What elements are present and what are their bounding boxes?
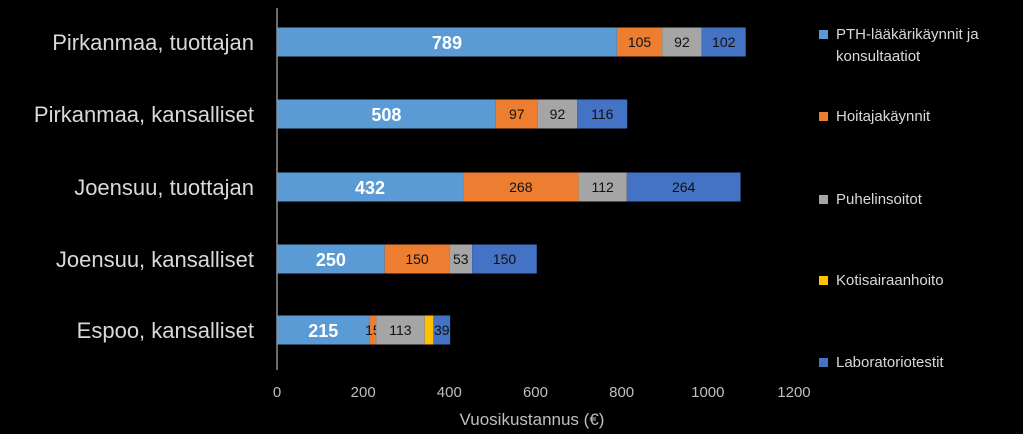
bar-segment [472, 244, 537, 274]
x-tick-label: 1200 [777, 384, 810, 401]
data-label: 92 [550, 106, 566, 122]
data-label: 97 [509, 106, 525, 122]
bar-segment [277, 27, 617, 57]
data-label: 432 [355, 178, 385, 198]
bar-segment [537, 99, 578, 129]
category-label: Espoo, kansalliset [77, 318, 254, 343]
bar-segment [626, 172, 741, 202]
legend-swatch [819, 195, 828, 204]
data-label: 215 [308, 321, 338, 341]
data-label: 105 [628, 34, 652, 50]
data-label: 508 [371, 105, 401, 125]
x-tick-label: 400 [437, 384, 462, 401]
category-label: Joensuu, tuottajan [74, 175, 254, 200]
bar-segment [369, 315, 377, 345]
legend-swatch [819, 30, 828, 39]
data-label: 53 [453, 251, 469, 267]
bar-segment [495, 99, 538, 129]
bar-segment [277, 99, 496, 129]
x-tick-label: 200 [351, 384, 376, 401]
bar-segment [662, 27, 702, 57]
bar-segment [577, 99, 628, 129]
legend-label: Hoitajakäynnit [836, 108, 931, 125]
bar-segment [449, 244, 473, 274]
data-label: 264 [672, 179, 696, 195]
data-label: 112 [592, 179, 615, 195]
bar-segment [384, 244, 450, 274]
bar-segment [424, 315, 434, 345]
data-label: 268 [509, 179, 533, 195]
bar-segment [701, 27, 746, 57]
bar-segment [277, 244, 385, 274]
legend-swatch [819, 276, 828, 285]
x-tick-label: 0 [273, 384, 281, 401]
x-tick-label: 800 [609, 384, 634, 401]
x-tick-label: 1000 [691, 384, 724, 401]
legend-swatch [819, 358, 828, 367]
legend-label: Laboratoriotestit [836, 354, 944, 371]
data-label: 150 [405, 251, 429, 267]
legend-label: PTH-lääkärikäynnit ja konsultaatiot [836, 26, 979, 65]
bar-segment [616, 27, 663, 57]
legend-swatch [819, 112, 828, 121]
bar-segment [277, 172, 464, 202]
data-label: 39 [434, 322, 450, 338]
data-label: 250 [316, 250, 346, 270]
category-label: Joensuu, kansalliset [56, 247, 254, 272]
category-label: Pirkanmaa, kansalliset [34, 102, 254, 127]
data-label: 113 [389, 322, 412, 338]
x-axis-title: Vuosikustannus (€) [460, 410, 605, 429]
data-label: 150 [493, 251, 517, 267]
data-label: 789 [432, 33, 462, 53]
legend-label: Puhelinsoitot [836, 191, 923, 208]
bar-segment [277, 315, 370, 345]
bar-segment [376, 315, 425, 345]
data-label: 116 [591, 106, 614, 122]
bar-segment [463, 172, 579, 202]
data-label: 92 [674, 34, 690, 50]
legend-label: Kotisairaanhoito [836, 272, 944, 289]
data-label: 102 [712, 34, 736, 50]
bar-segment [433, 315, 451, 345]
x-tick-label: 600 [523, 384, 548, 401]
category-label: Pirkanmaa, tuottajan [52, 30, 254, 55]
bar-segment [578, 172, 627, 202]
